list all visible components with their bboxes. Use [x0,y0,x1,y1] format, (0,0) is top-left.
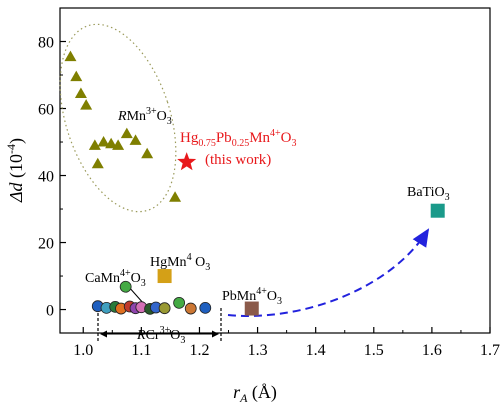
x-axis-title-main: r [233,382,241,402]
y-tick-label: 40 [38,169,54,186]
annotation-hgmn-post: O [192,255,206,270]
data-point-triangle [91,157,104,169]
annotation-camn-sup: 4+ [120,268,131,279]
data-point-circle [119,280,132,293]
data-point-triangle [97,136,110,147]
y-tick-label: 0 [46,303,54,320]
annotation-hgpb-mn: Mn [249,130,270,146]
annotation-batio-main: BaTiO [407,185,445,200]
annotation-camn-post: O [131,271,141,286]
annotation-rcr-post: O [170,328,180,343]
y-tick-label: 20 [38,236,54,253]
annotation-rmn-sub: 3 [167,116,172,127]
x-tick-label: 1.0 [73,342,93,359]
annotation-pbmn: PbMn4+O3 [222,286,282,307]
annotation-hgpb-o-sub: 3 [292,138,297,149]
data-point-triangle [112,139,125,150]
annotation-camn-main: CaMn [85,271,120,286]
y-tick-label: 80 [38,35,54,52]
annotation-pbmn-sub: 3 [277,296,282,307]
annotation-hgpb-pb-sub: 0.25 [232,138,250,149]
annotation-hgpb: Hg0.75Pb0.25Mn4+O3 [180,128,297,149]
annotation-batio-sub: 3 [445,192,450,203]
x-tick-label: 1.2 [189,342,209,359]
annotation-rmn: RMn3+O3 [117,106,172,127]
data-point-triangle [80,99,93,110]
x-axis-title-sub: A [239,391,248,405]
y-axis-title-unit-pre: (10 [6,154,27,183]
annotation-hgmn-sub: 3 [205,262,210,273]
x-tick-label: 1.6 [422,342,442,359]
data-point-triangle [169,191,182,202]
data-point-circle [173,296,186,309]
data-point-square [157,269,172,284]
annotation-rmn-post: O [157,109,167,124]
data-point-circle [184,302,197,315]
annotation-hgpb-hg-sub: 0.75 [198,138,216,149]
data-point-triangle [70,70,83,82]
data-point-triangle [64,50,77,62]
rmn-cluster-ellipse [59,23,177,213]
y-axis-title: Δd (10-4) [4,138,27,203]
annotation-rcr-prefix: R [136,328,146,343]
annotation-pbmn-sup: 4+ [256,286,267,297]
x-tick-label: 1.1 [131,342,151,359]
data-point-triangle [105,137,118,149]
annotation-hgpb-pb: Pb [216,130,232,146]
x-axis-title: rA (Å) [233,382,277,405]
x-tick-label: 1.5 [364,342,384,359]
data-point-circle [199,301,212,314]
annotation-hgmn-main: HgMn [150,255,187,270]
x-tick-label: 1.7 [480,342,500,359]
x-axis-title-unit: (Å) [247,382,277,403]
y-axis-ticks: 0 20 40 60 80 [38,35,66,320]
annotation-rcr-sup: 3+ [160,325,171,336]
annotation-rmn-prefix: R [117,109,127,124]
annotation-rcr-main: Cr [146,328,160,343]
data-point-triangle [129,134,142,145]
annotation-hgmn-sup: 4 [187,252,192,263]
x-tick-label: 1.3 [248,342,268,359]
annotation-camn-sub: 3 [141,278,146,289]
annotation-rmn-main: Mn [127,109,146,124]
annotation-pbmn-main: PbMn [222,289,256,304]
y-axis-title-unit-post: ) [6,138,27,144]
data-point-triangle [88,139,101,150]
annotation-pbmn-post: O [267,289,277,304]
data-point-circle [158,302,171,315]
annotation-hgpb-hg: Hg [180,130,199,146]
x-tick-label: 1.4 [306,342,326,359]
annotation-rmn-sup: 3+ [146,106,157,117]
annotation-hgpb-o: O [281,130,292,146]
data-point-square [244,301,259,316]
annotation-batio: BaTiO3 [407,185,450,203]
trend-arrow [227,228,430,317]
annotation-camn: CaMn4+O3 [85,268,146,289]
data-point-square [430,203,445,218]
y-axis-title-unit-exp: -4 [4,144,18,154]
annotation-hgmn: HgMn4 O3 [150,252,210,273]
data-point-triangle [74,87,87,98]
y-tick-label: 60 [38,102,54,119]
y-axis-title-main: Δd [6,181,26,203]
data-point-triangle [120,127,133,139]
data-point-star [177,152,197,171]
data-point-triangle [141,147,154,159]
annotation-rcr: RCr3+O3 [136,325,185,346]
plot-frame [59,7,491,334]
annotation-hgpb-mn-sup: 4+ [270,128,281,139]
annotation-rcr-sub: 3 [180,335,185,346]
annotation-this-work: (this work) [205,152,271,168]
data-markers [64,50,445,316]
